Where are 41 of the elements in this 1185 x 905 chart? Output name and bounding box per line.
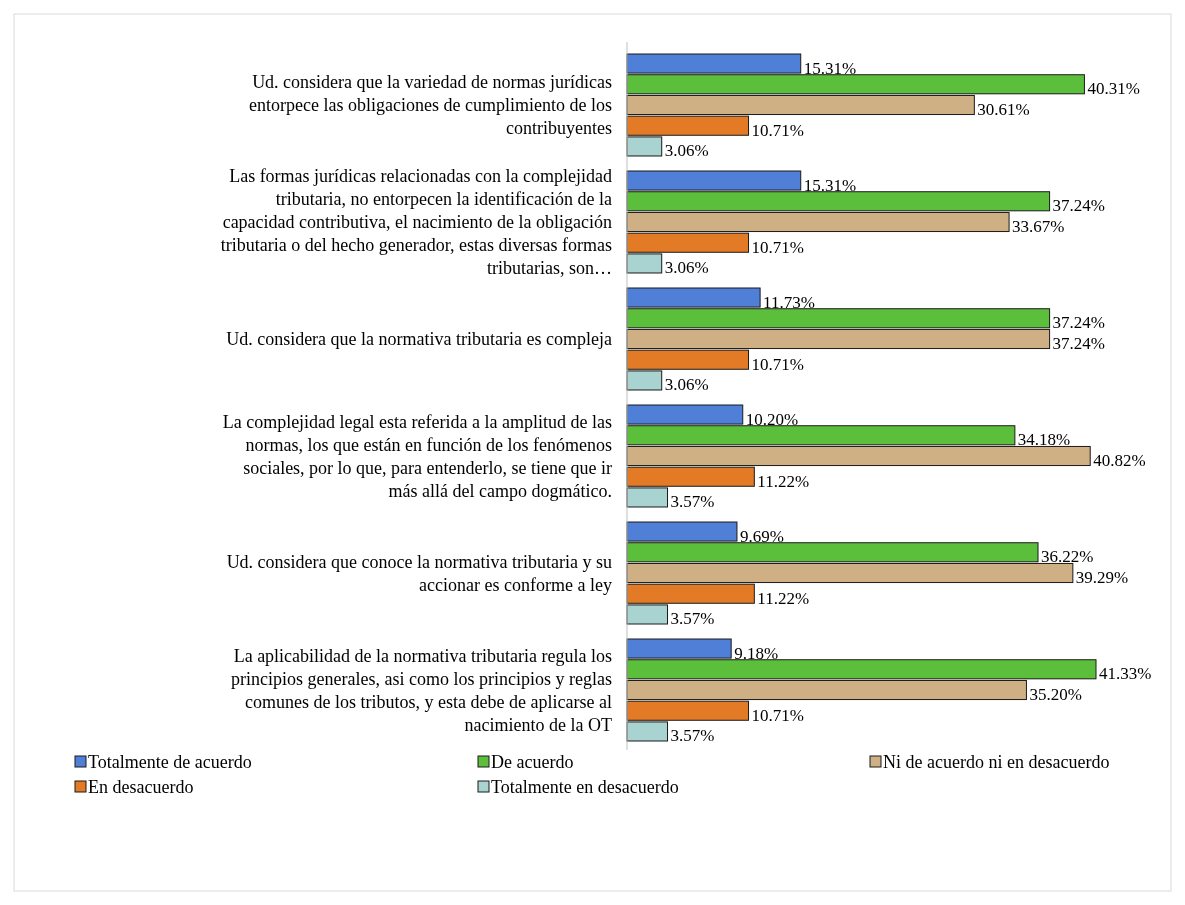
data-label: 41.33% xyxy=(1099,664,1152,684)
y-tick-label: Las formas jurídicas relacionadas con la complejidad tributaria, no entorpecen la identificación de la capacidad contributiva, el nacimiento de la obligación tributaria o del hecho generador, estas diversas formas tributarias, son… xyxy=(220,165,612,278)
legend-label: De acuerdo xyxy=(491,752,574,772)
data-label: 37.24% xyxy=(1052,313,1106,333)
data-label: 40.31% xyxy=(1087,79,1140,99)
data-label: 10.71% xyxy=(751,705,804,725)
legend-label: Totalmente de acuerdo xyxy=(88,752,252,772)
y-tick-label: Ud. considera que la normativa tributaria es compleja xyxy=(226,329,613,349)
data-label: 36.22% xyxy=(1041,547,1094,567)
legend-label: Totalmente en desacuerdo xyxy=(491,777,679,797)
data-label: 3.06% xyxy=(664,375,709,395)
data-label: 37.24% xyxy=(1052,196,1106,216)
data-label: 3.57% xyxy=(670,492,715,512)
data-label: 11.22% xyxy=(757,471,810,491)
legend-label: Ni de acuerdo ni en desacuerdo xyxy=(883,752,1110,772)
data-label: 35.20% xyxy=(1029,685,1082,705)
data-label: 9.69% xyxy=(739,526,784,546)
data-label: 33.67% xyxy=(1012,216,1065,236)
y-tick-label: Ud. considera que conoce la normativa tributaria y su accionar es conforme a ley xyxy=(226,551,612,595)
data-label: 10.71% xyxy=(751,354,804,374)
data-label: 3.06% xyxy=(664,141,709,161)
data-label: 30.61% xyxy=(977,99,1030,119)
data-label: 10.71% xyxy=(751,237,804,257)
data-label: 15.31% xyxy=(803,58,857,78)
y-tick-label: Ud. considera que la variedad de normas jurídicas entorpece las obligaciones de cumplimiento de los contribuyentes xyxy=(249,71,612,138)
data-label: 10.20% xyxy=(745,409,799,429)
data-label: 9.18% xyxy=(734,643,779,663)
data-label: 3.57% xyxy=(670,609,715,629)
data-label: 34.18% xyxy=(1017,430,1071,450)
data-label: 15.31% xyxy=(803,175,857,195)
data-label: 10.71% xyxy=(751,120,804,140)
data-label: 39.29% xyxy=(1075,568,1129,588)
data-label: 3.57% xyxy=(670,726,715,746)
data-label: 40.82% xyxy=(1093,451,1146,470)
data-label: 11.73% xyxy=(763,292,815,312)
legend-label: En desacuerdo xyxy=(88,777,194,797)
data-label: 11.22% xyxy=(757,588,810,608)
data-label: 37.24% xyxy=(1052,334,1106,353)
y-tick-label: La complejidad legal esta referida a la amplitud de las normas, los que están en función de los fenómenos sociales, por lo que, para entenderlo, se tiene que ir más allá del campo dogmático. xyxy=(222,411,613,501)
y-tick-label: La aplicabilidad de la normativa tributaria regula los principios generales, asi como los principios y reglas comunes de los tributos, y esta debe de aplicarse al nacimiento de la OT xyxy=(231,645,612,735)
data-label: 3.06% xyxy=(664,258,709,278)
